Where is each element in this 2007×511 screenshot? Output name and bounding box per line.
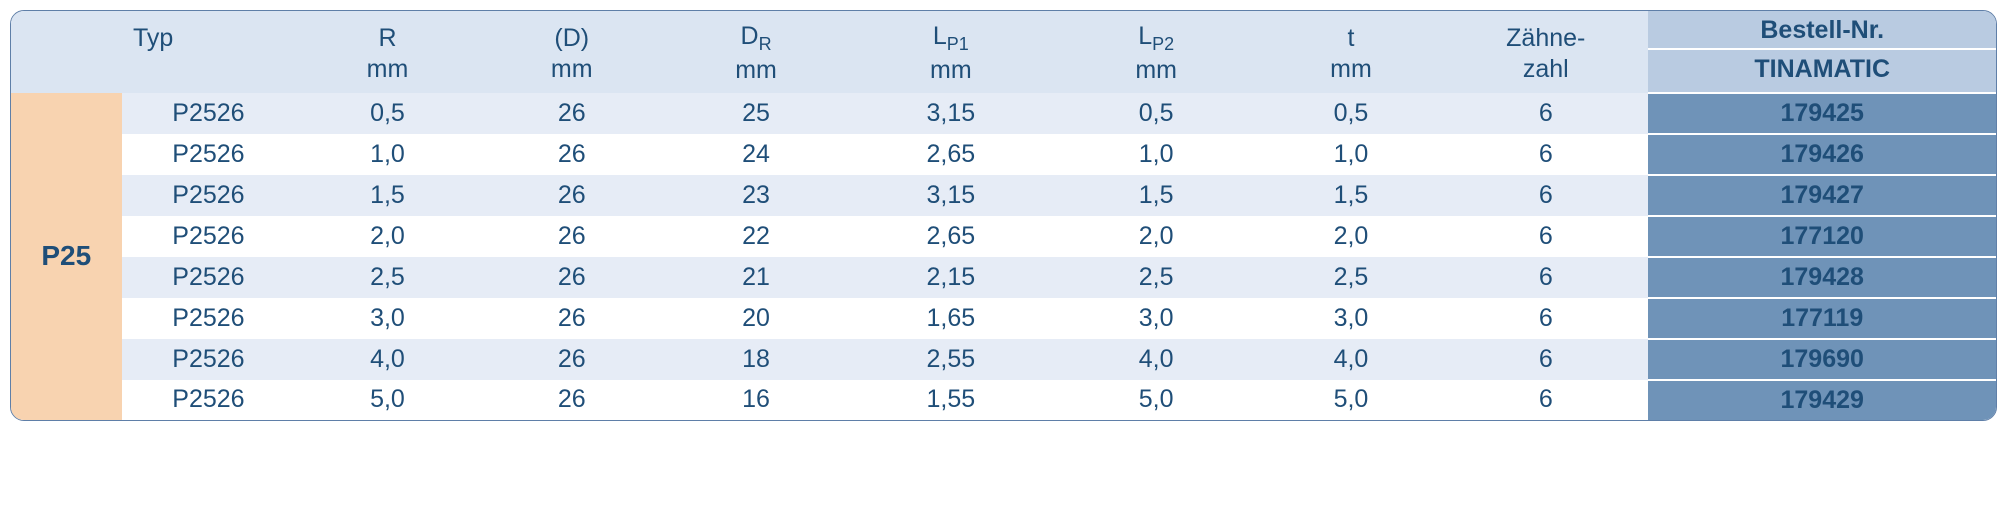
group-label: P25	[11, 93, 122, 420]
cell-d: 26	[480, 257, 664, 298]
cell-r: 0,5	[295, 93, 479, 134]
cell-t: 3,0	[1259, 298, 1443, 339]
cell-z: 6	[1443, 380, 1648, 420]
cell-t: 2,0	[1259, 216, 1443, 257]
cell-d: 26	[480, 93, 664, 134]
cell-z: 6	[1443, 339, 1648, 380]
table-row: P25P25260,526253,150,50,56179425	[11, 93, 1996, 134]
table-row: P25262,026222,652,02,06177120	[11, 216, 1996, 257]
cell-d: 26	[480, 175, 664, 216]
cell-b: 179690	[1648, 339, 1996, 380]
cell-dr: 22	[664, 216, 848, 257]
cell-t: 2,5	[1259, 257, 1443, 298]
header-lp1: LP1mm	[848, 11, 1053, 93]
header-lp2: LP2mm	[1054, 11, 1259, 93]
header-typ: Typ	[11, 11, 295, 93]
cell-z: 6	[1443, 134, 1648, 175]
table-row: P25261,026242,651,01,06179426	[11, 134, 1996, 175]
cell-z: 6	[1443, 298, 1648, 339]
header-d: (D)mm	[480, 11, 664, 93]
cell-dr: 23	[664, 175, 848, 216]
cell-dr: 21	[664, 257, 848, 298]
cell-lp1: 1,65	[848, 298, 1053, 339]
cell-r: 3,0	[295, 298, 479, 339]
cell-d: 26	[480, 134, 664, 175]
cell-z: 6	[1443, 93, 1648, 134]
cell-lp2: 4,0	[1054, 339, 1259, 380]
cell-typ: P2526	[122, 175, 296, 216]
table-row: P25262,526212,152,52,56179428	[11, 257, 1996, 298]
cell-lp1: 2,55	[848, 339, 1053, 380]
cell-r: 1,5	[295, 175, 479, 216]
cell-d: 26	[480, 216, 664, 257]
cell-r: 2,5	[295, 257, 479, 298]
cell-z: 6	[1443, 175, 1648, 216]
cell-r: 5,0	[295, 380, 479, 420]
cell-lp2: 0,5	[1054, 93, 1259, 134]
cell-r: 4,0	[295, 339, 479, 380]
cell-typ: P2526	[122, 134, 296, 175]
cell-b: 179428	[1648, 257, 1996, 298]
cell-z: 6	[1443, 257, 1648, 298]
header-r: Rmm	[295, 11, 479, 93]
cell-lp1: 3,15	[848, 93, 1053, 134]
cell-b: 179425	[1648, 93, 1996, 134]
cell-dr: 20	[664, 298, 848, 339]
cell-z: 6	[1443, 216, 1648, 257]
cell-typ: P2526	[122, 93, 296, 134]
cell-lp1: 2,65	[848, 216, 1053, 257]
cell-b: 179426	[1648, 134, 1996, 175]
cell-dr: 16	[664, 380, 848, 420]
header-t: tmm	[1259, 11, 1443, 93]
cell-lp1: 1,55	[848, 380, 1053, 420]
cell-t: 0,5	[1259, 93, 1443, 134]
cell-d: 26	[480, 380, 664, 420]
table-row: P25263,026201,653,03,06177119	[11, 298, 1996, 339]
cell-typ: P2526	[122, 339, 296, 380]
cell-t: 4,0	[1259, 339, 1443, 380]
cell-d: 26	[480, 339, 664, 380]
table-header: Typ Rmm(D)mmDRmmLP1mmLP2mmtmmZähne-zahlB…	[11, 11, 1996, 93]
table-body: P25P25260,526253,150,50,56179425P25261,0…	[11, 93, 1996, 420]
cell-b: 177119	[1648, 298, 1996, 339]
cell-lp1: 3,15	[848, 175, 1053, 216]
cell-t: 5,0	[1259, 380, 1443, 420]
cell-lp1: 2,15	[848, 257, 1053, 298]
cell-lp2: 2,5	[1054, 257, 1259, 298]
cell-lp1: 2,65	[848, 134, 1053, 175]
cell-b: 177120	[1648, 216, 1996, 257]
cell-dr: 24	[664, 134, 848, 175]
table-row: P25265,026161,555,05,06179429	[11, 380, 1996, 420]
cell-lp2: 1,5	[1054, 175, 1259, 216]
header-b: Bestell-Nr.TINAMATIC	[1648, 11, 1996, 93]
cell-typ: P2526	[122, 380, 296, 420]
cell-b: 179429	[1648, 380, 1996, 420]
cell-t: 1,5	[1259, 175, 1443, 216]
spec-table: Typ Rmm(D)mmDRmmLP1mmLP2mmtmmZähne-zahlB…	[11, 11, 1996, 420]
cell-lp2: 5,0	[1054, 380, 1259, 420]
cell-lp2: 3,0	[1054, 298, 1259, 339]
cell-typ: P2526	[122, 257, 296, 298]
cell-typ: P2526	[122, 216, 296, 257]
cell-dr: 18	[664, 339, 848, 380]
cell-r: 2,0	[295, 216, 479, 257]
table-row: P25264,026182,554,04,06179690	[11, 339, 1996, 380]
header-z: Zähne-zahl	[1443, 11, 1648, 93]
cell-r: 1,0	[295, 134, 479, 175]
table-container: Typ Rmm(D)mmDRmmLP1mmLP2mmtmmZähne-zahlB…	[10, 10, 1997, 421]
cell-dr: 25	[664, 93, 848, 134]
table-row: P25261,526233,151,51,56179427	[11, 175, 1996, 216]
cell-b: 179427	[1648, 175, 1996, 216]
header-dr: DRmm	[664, 11, 848, 93]
cell-typ: P2526	[122, 298, 296, 339]
cell-lp2: 1,0	[1054, 134, 1259, 175]
cell-lp2: 2,0	[1054, 216, 1259, 257]
cell-t: 1,0	[1259, 134, 1443, 175]
cell-d: 26	[480, 298, 664, 339]
